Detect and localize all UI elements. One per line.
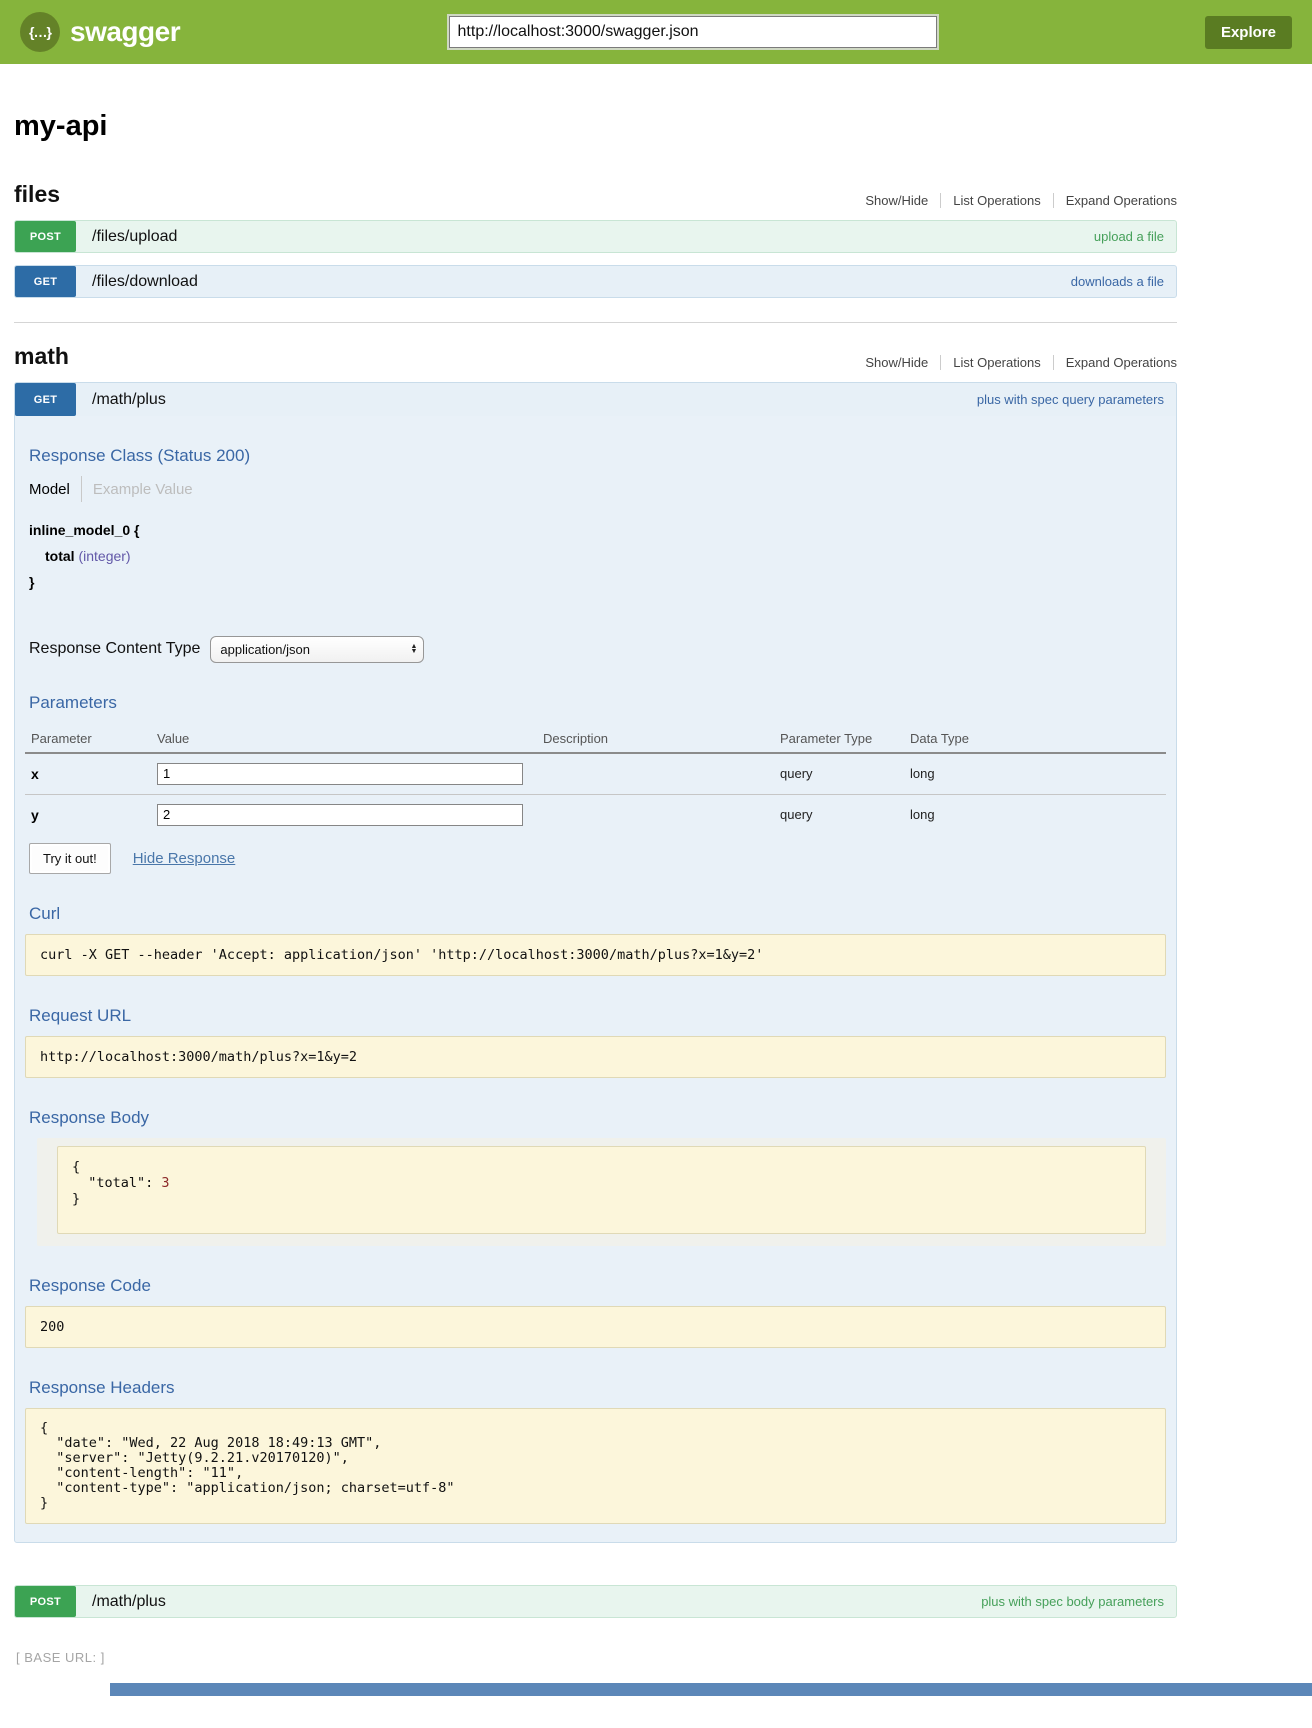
param-x-input[interactable] (157, 762, 523, 785)
col-header-parameter: Parameter (25, 722, 151, 754)
updown-arrows-icon: ▲ ▼ (410, 643, 418, 656)
model-property: total (integer) (45, 547, 131, 564)
op-summary-math-plus[interactable]: plus with spec query parameters (976, 392, 1164, 407)
response-headers: { "date": "Wed, 22 Aug 2018 18:49:13 GMT… (25, 1407, 1166, 1525)
request-url: http://localhost:3000/math/plus?x=1&y=2 (25, 1035, 1166, 1078)
col-header-description: Description (537, 722, 774, 754)
response-headers-heading: Response Headers (29, 1377, 175, 1397)
explore-button[interactable]: Explore (1204, 15, 1292, 49)
math-section-header: math Show/Hide List Operations Expand Op… (14, 343, 1177, 370)
model-open: inline_model_0 { (29, 522, 140, 538)
expand-operations-link[interactable]: Expand Operations (1052, 355, 1177, 370)
swagger-logo-icon: {…} (20, 12, 60, 52)
hide-response-link[interactable]: Hide Response (132, 849, 236, 867)
op-summary-files-upload[interactable]: upload a file (1093, 229, 1164, 244)
footer-bar (110, 1683, 1312, 1697)
op-get-math-plus-expanded: GET /math/plus plus with spec query para… (14, 382, 1177, 1544)
op-row-get-files-download[interactable]: GET /files/download downloads a file (14, 265, 1177, 298)
response-content-type-label: Response Content Type (29, 640, 201, 658)
model-close: } (29, 573, 35, 590)
list-operations-link[interactable]: List Operations (940, 193, 1052, 208)
param-type: query (774, 752, 904, 795)
response-body-container: { "total": 3 } (37, 1137, 1166, 1246)
response-content-type-select[interactable]: application/json ▲ ▼ (210, 635, 425, 663)
try-it-out-button[interactable]: Try it out! (29, 842, 111, 874)
base-url-label: [ BASE URL: ] (16, 1650, 105, 1666)
curl-command: curl -X GET --header 'Accept: applicatio… (25, 933, 1166, 976)
param-y-input[interactable] (157, 803, 523, 826)
tab-example-value[interactable]: Example Value (92, 480, 193, 498)
request-url-heading: Request URL (29, 1005, 132, 1025)
op-path-math-plus-post[interactable]: /math/plus (92, 1592, 166, 1610)
param-description (537, 794, 774, 835)
param-description (537, 752, 774, 795)
spec-url-input[interactable] (446, 14, 939, 50)
tab-separator (80, 476, 82, 502)
files-section-controls: Show/Hide List Operations Expand Operati… (853, 193, 1177, 208)
page-title: my-api (14, 110, 108, 142)
op-row-post-math-plus[interactable]: POST /math/plus plus with spec body para… (14, 1585, 1177, 1619)
selected-content-type: application/json (220, 641, 310, 657)
response-code-heading: Response Code (29, 1275, 151, 1295)
show-hide-link[interactable]: Show/Hide (865, 193, 929, 208)
parameters-table: Parameter Value Description Parameter Ty… (25, 722, 1166, 835)
parameters-heading: Parameters (29, 692, 117, 712)
param-type: query (780, 807, 813, 823)
tab-model[interactable]: Model (29, 480, 70, 498)
model-tabs: Model Example Value (25, 476, 1166, 502)
post-method-badge: POST (15, 1586, 76, 1618)
param-name: x (25, 752, 151, 795)
files-section-header: files Show/Hide List Operations Expand O… (14, 181, 1177, 208)
col-header-parameter-type: Parameter Type (774, 722, 904, 754)
top-bar: {…} swagger Explore (0, 0, 1312, 64)
param-row-y: y query long (25, 794, 1166, 835)
op-content: Response Class (Status 200) Model Exampl… (15, 416, 1176, 1542)
math-section-title: math (14, 343, 69, 369)
section-divider (14, 322, 1177, 323)
response-code: 200 (25, 1305, 1166, 1348)
expand-operations-link[interactable]: Expand Operations (1052, 193, 1177, 208)
op-path-files-download[interactable]: /files/download (92, 272, 198, 290)
param-data-type: long (904, 752, 1166, 795)
response-body: { "total": 3 } (57, 1145, 1146, 1234)
json-number-value: 3 (161, 1174, 170, 1191)
swagger-logo[interactable]: {…} swagger (20, 12, 181, 52)
swagger-logo-text: swagger (70, 16, 181, 47)
response-body-heading: Response Body (29, 1107, 150, 1127)
op-summary-files-download[interactable]: downloads a file (1070, 274, 1164, 289)
param-name: y (31, 806, 39, 823)
content-wrap: my-api files Show/Hide List Operations E… (14, 110, 1177, 1665)
op-row-get-math-plus[interactable]: GET /math/plus plus with spec query para… (15, 383, 1176, 416)
post-method-badge: POST (15, 221, 76, 252)
col-header-value: Value (151, 722, 537, 754)
list-operations-link[interactable]: List Operations (940, 355, 1052, 370)
response-content-type-row: Response Content Type application/json ▲… (25, 635, 1166, 663)
param-data-type: long (910, 807, 935, 823)
sandbox-controls: Try it out! Hide Response (25, 842, 1166, 874)
op-row-post-files-upload[interactable]: POST /files/upload upload a file (14, 220, 1177, 253)
col-header-data-type: Data Type (904, 722, 1166, 754)
files-section-title: files (14, 181, 61, 207)
get-method-badge: GET (15, 266, 76, 297)
op-summary-math-plus-post[interactable]: plus with spec body parameters (981, 1594, 1164, 1610)
response-class-heading: Response Class (Status 200) (29, 446, 251, 465)
curl-heading: Curl (29, 903, 61, 923)
op-path-files-upload[interactable]: /files/upload (92, 227, 178, 245)
math-section-controls: Show/Hide List Operations Expand Operati… (853, 355, 1177, 370)
param-row-x: x query long (25, 752, 1166, 795)
show-hide-link[interactable]: Show/Hide (865, 355, 929, 370)
op-path-math-plus[interactable]: /math/plus (92, 390, 166, 408)
model-signature: inline_model_0 { total (integer) } (25, 518, 1166, 596)
get-method-badge: GET (15, 383, 76, 416)
